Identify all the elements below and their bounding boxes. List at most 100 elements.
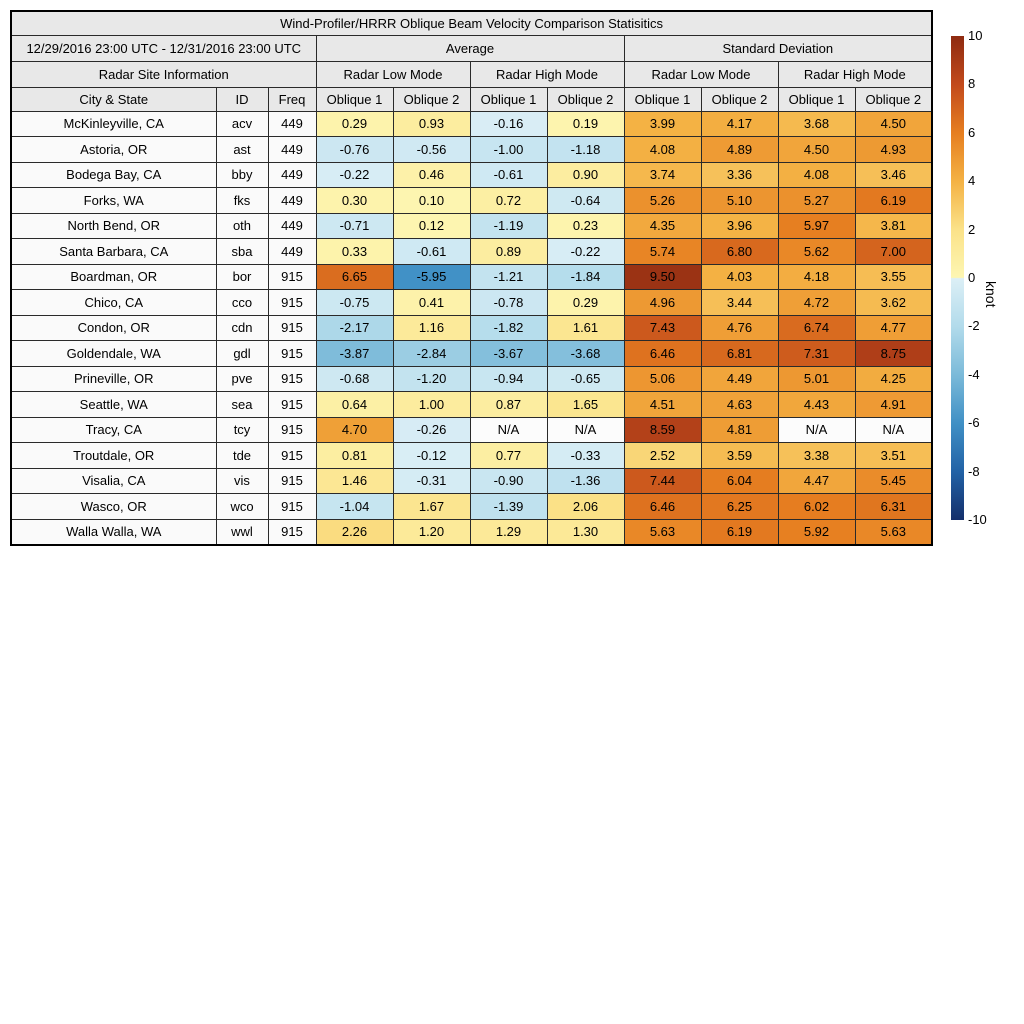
value-cell: 0.30 — [315, 187, 394, 214]
col-header-oblique2: Oblique 2 — [392, 86, 471, 112]
city-cell: Goldendale, WA — [10, 340, 217, 367]
city-cell: McKinleyville, CA — [10, 110, 217, 137]
site-id-cell: bor — [215, 263, 269, 290]
table-row: Bodega Bay, CA bby 449 -0.22 0.46 -0.61 0.90 3.… — [10, 161, 933, 188]
table-row: Tracy, CA tcy 915 4.70 -0.26 N/A N/A 8.59 4.81 N/… — [10, 416, 933, 443]
value-cell: 0.23 — [546, 212, 625, 239]
value-cell: -0.56 — [392, 136, 471, 163]
value-cell: 6.31 — [854, 493, 933, 520]
value-cell: N/A — [469, 416, 548, 443]
value-cell: 2.06 — [546, 493, 625, 520]
site-id-cell: wco — [215, 493, 269, 520]
value-cell: -0.75 — [315, 289, 394, 316]
value-cell: 3.51 — [854, 442, 933, 469]
site-id-cell: fks — [215, 187, 269, 214]
value-cell: 5.74 — [623, 238, 702, 265]
value-cell: 5.63 — [854, 518, 933, 545]
value-cell: 6.02 — [777, 493, 856, 520]
value-cell: -0.78 — [469, 289, 548, 316]
freq-cell: 915 — [267, 289, 317, 316]
site-id-cell: tde — [215, 442, 269, 469]
mode-header-avg-low: Radar Low Mode — [315, 60, 471, 88]
mode-header-avg-high: Radar High Mode — [469, 60, 625, 88]
city-cell: Forks, WA — [10, 187, 217, 214]
freq-cell: 915 — [267, 263, 317, 290]
value-cell: 6.25 — [700, 493, 779, 520]
value-cell: 4.77 — [854, 314, 933, 341]
value-cell: 4.03 — [700, 263, 779, 290]
value-cell: -0.90 — [469, 467, 548, 494]
date-range: 12/29/2016 23:00 UTC - 12/31/2016 23:00 … — [10, 34, 317, 62]
value-cell: 1.20 — [392, 518, 471, 545]
value-cell: -0.22 — [546, 238, 625, 265]
value-cell: -0.71 — [315, 212, 394, 239]
value-cell: 4.70 — [315, 416, 394, 443]
value-cell: 3.36 — [700, 161, 779, 188]
value-cell: 5.06 — [623, 365, 702, 392]
colorbar-tick-label: 0 — [968, 270, 976, 285]
value-cell: 5.97 — [777, 212, 856, 239]
freq-cell: 449 — [267, 187, 317, 214]
value-cell: 1.29 — [469, 518, 548, 545]
col-header-oblique1: Oblique 1 — [315, 86, 394, 112]
value-cell: 4.76 — [700, 314, 779, 341]
value-cell: N/A — [777, 416, 856, 443]
colorbar-tick-label: 2 — [968, 221, 976, 237]
mode-header-std-high: Radar High Mode — [777, 60, 933, 88]
table-row: Santa Barbara, CA sba 449 0.33 -0.61 0.89 -0.2… — [10, 238, 933, 265]
value-cell: 4.49 — [700, 365, 779, 392]
site-id-cell: cco — [215, 289, 269, 316]
freq-cell: 915 — [267, 340, 317, 367]
value-cell: 0.93 — [392, 110, 471, 137]
value-cell: N/A — [546, 416, 625, 443]
col-header-freq: Freq — [267, 86, 317, 112]
value-cell: 0.41 — [392, 289, 471, 316]
value-cell: 3.44 — [700, 289, 779, 316]
value-cell: 5.27 — [777, 187, 856, 214]
value-cell: 8.75 — [854, 340, 933, 367]
col-header-id: ID — [215, 86, 269, 112]
value-cell: 1.61 — [546, 314, 625, 341]
site-id-cell: sba — [215, 238, 269, 265]
site-id-cell: sea — [215, 391, 269, 418]
value-cell: -0.12 — [392, 442, 471, 469]
city-cell: Boardman, OR — [10, 263, 217, 290]
value-cell: -1.00 — [469, 136, 548, 163]
value-cell: -3.68 — [546, 340, 625, 367]
value-cell: 3.59 — [700, 442, 779, 469]
site-id-cell: acv — [215, 110, 269, 137]
col-header-oblique2: Oblique 2 — [546, 86, 625, 112]
freq-cell: 915 — [267, 365, 317, 392]
colorbar-tick-label: 8 — [968, 76, 976, 92]
value-cell: 4.47 — [777, 467, 856, 494]
table-row: McKinleyville, CA acv 449 0.29 0.93 -0.16 0.19… — [10, 110, 933, 137]
value-cell: -0.31 — [392, 467, 471, 494]
value-cell: 0.19 — [546, 110, 625, 137]
value-cell: 3.74 — [623, 161, 702, 188]
col-header-oblique1: Oblique 1 — [623, 86, 702, 112]
colorbar-tick-label: 4 — [968, 173, 976, 189]
city-cell: Troutdale, OR — [10, 442, 217, 469]
value-cell: 9.50 — [623, 263, 702, 290]
value-cell: 6.19 — [700, 518, 779, 545]
value-cell: 2.52 — [623, 442, 702, 469]
value-cell: -0.64 — [546, 187, 625, 214]
value-cell: 4.50 — [777, 136, 856, 163]
group-header-average: Average — [315, 34, 625, 62]
city-cell: Wasco, OR — [10, 493, 217, 520]
colorbar-tick-label: 6 — [968, 124, 976, 140]
value-cell: 0.77 — [469, 442, 548, 469]
freq-cell: 915 — [267, 493, 317, 520]
value-cell: 4.43 — [777, 391, 856, 418]
table-row: Walla Walla, WA wwl 915 2.26 1.20 1.29 1.30 5.6… — [10, 518, 933, 545]
value-cell: 0.46 — [392, 161, 471, 188]
mode-header-std-low: Radar Low Mode — [623, 60, 779, 88]
value-cell: 5.10 — [700, 187, 779, 214]
value-cell: 3.81 — [854, 212, 933, 239]
group-header-standard-deviation: Standard Deviation — [623, 34, 933, 62]
freq-cell: 449 — [267, 238, 317, 265]
value-cell: -0.65 — [546, 365, 625, 392]
value-cell: 0.89 — [469, 238, 548, 265]
value-cell: 6.46 — [623, 493, 702, 520]
value-cell: 3.38 — [777, 442, 856, 469]
